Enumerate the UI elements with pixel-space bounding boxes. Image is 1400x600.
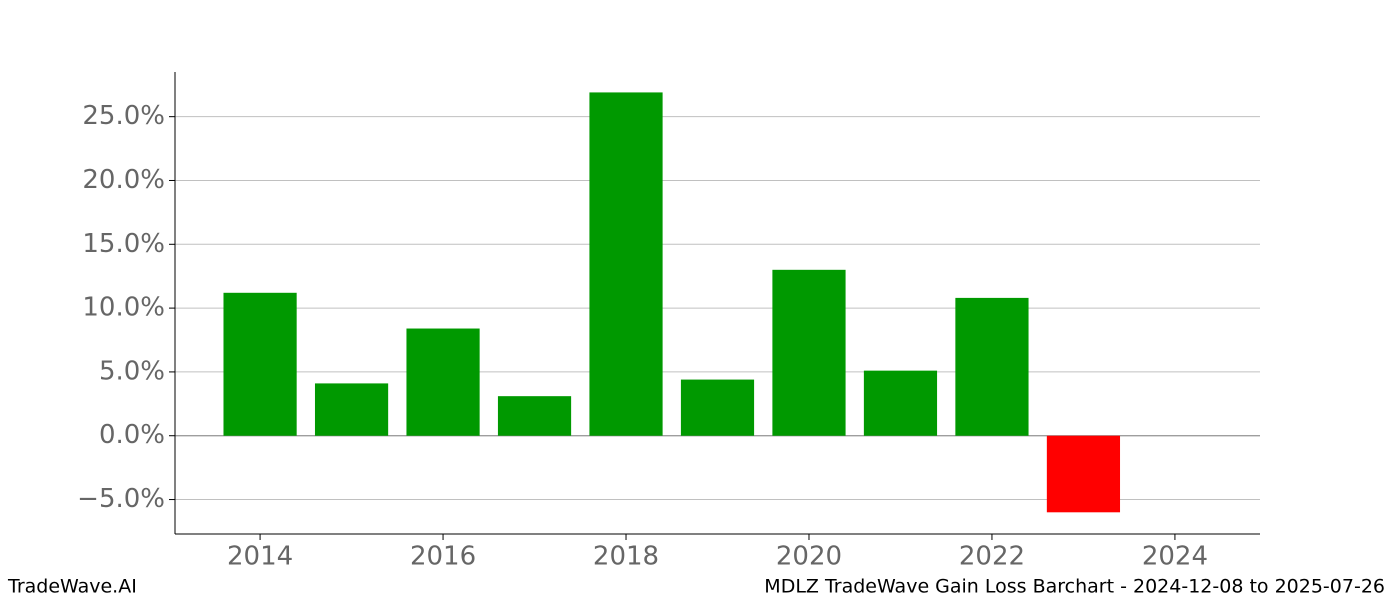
- bar: [1046, 435, 1121, 513]
- y-tick-label: 10.0%: [82, 293, 165, 323]
- footer-left: TradeWave.AI: [7, 576, 137, 598]
- y-tick-label: 5.0%: [99, 356, 165, 386]
- bar: [589, 92, 663, 436]
- y-tick-label: 0.0%: [99, 420, 165, 450]
- x-tick-label: 2018: [593, 542, 659, 572]
- x-tick-label: 2020: [776, 542, 842, 572]
- x-tick-label: 2024: [1142, 542, 1208, 572]
- y-tick-label: 25.0%: [82, 101, 165, 131]
- bar: [863, 370, 938, 436]
- y-tick-label: 20.0%: [82, 165, 165, 195]
- y-tick-label: −5.0%: [77, 484, 165, 514]
- bar: [955, 297, 1029, 436]
- bar: [406, 328, 480, 436]
- bar: [497, 396, 572, 436]
- bar: [314, 383, 389, 436]
- bar: [223, 292, 297, 436]
- y-tick-label: 15.0%: [82, 229, 165, 259]
- bar: [772, 269, 846, 436]
- footer-right: MDLZ TradeWave Gain Loss Barchart - 2024…: [764, 576, 1385, 598]
- x-tick-label: 2022: [959, 542, 1025, 572]
- x-tick-label: 2014: [227, 542, 293, 572]
- bar: [680, 379, 755, 436]
- x-tick-label: 2016: [410, 542, 476, 572]
